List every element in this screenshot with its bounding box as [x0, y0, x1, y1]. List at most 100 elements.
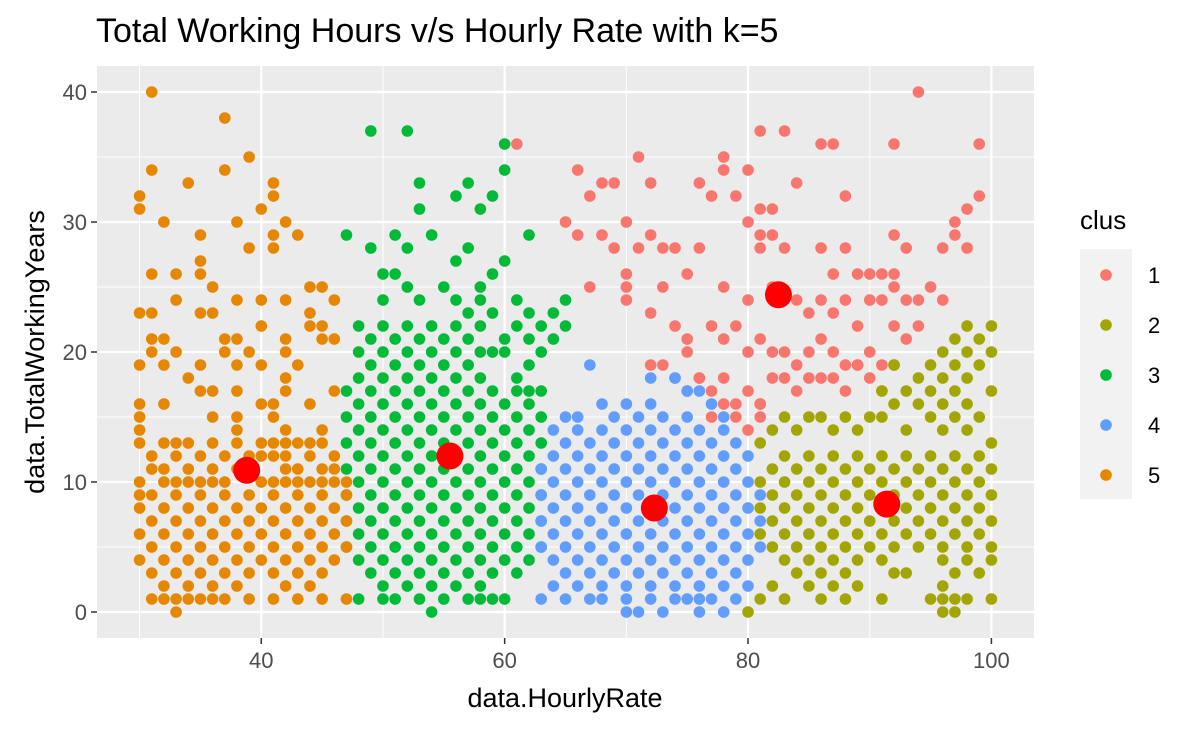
data-point — [717, 398, 730, 410]
data-point — [644, 554, 657, 566]
data-point — [961, 593, 973, 605]
data-point — [900, 567, 913, 579]
data-point — [693, 424, 706, 436]
data-point — [973, 190, 986, 202]
data-point — [304, 476, 316, 488]
data-point — [450, 424, 462, 436]
data-point — [498, 593, 511, 605]
data-point — [462, 515, 474, 527]
data-point — [462, 242, 474, 254]
data-point — [620, 528, 633, 540]
data-point — [571, 229, 584, 241]
data-point — [462, 463, 474, 475]
data-point — [523, 424, 535, 436]
data-point — [267, 567, 280, 579]
data-point — [596, 229, 608, 241]
data-point — [912, 515, 925, 527]
data-point — [778, 411, 791, 423]
data-point — [936, 580, 949, 592]
data-point — [754, 333, 767, 345]
data-point — [279, 528, 292, 540]
data-point — [389, 489, 401, 501]
data-point — [790, 463, 803, 475]
data-point — [401, 372, 414, 384]
data-point — [231, 294, 243, 306]
data-point — [815, 138, 827, 150]
data-point — [462, 411, 474, 423]
data-point — [328, 385, 341, 397]
data-point — [194, 450, 207, 462]
data-point — [559, 515, 572, 527]
data-point — [803, 580, 815, 592]
data-point — [973, 411, 986, 423]
data-point — [900, 476, 913, 488]
data-point — [279, 216, 292, 228]
y-axis-title: data.TotalWorkingYears — [20, 210, 50, 494]
data-point — [693, 476, 706, 488]
data-point — [717, 333, 730, 345]
data-point — [218, 593, 231, 605]
data-point — [949, 476, 961, 488]
data-point — [851, 502, 864, 514]
data-point — [803, 528, 815, 540]
data-point — [803, 450, 815, 462]
data-point — [364, 489, 377, 501]
data-point — [243, 567, 255, 579]
data-point — [705, 385, 718, 397]
data-point — [790, 294, 803, 306]
data-point — [279, 437, 292, 449]
data-point — [863, 268, 876, 280]
data-point — [620, 476, 633, 488]
legend: clus 1 2 3 4 5 — [1080, 205, 1160, 499]
data-point — [620, 268, 633, 280]
data-point — [486, 593, 499, 605]
data-point — [450, 320, 462, 332]
data-point — [584, 463, 596, 475]
data-point — [730, 567, 742, 579]
data-point — [364, 242, 377, 254]
data-point — [669, 502, 681, 514]
data-point — [316, 541, 328, 553]
data-point — [194, 567, 207, 579]
data-point — [985, 593, 998, 605]
data-point — [498, 502, 511, 514]
data-point — [474, 203, 487, 215]
data-point — [231, 333, 243, 345]
data-point — [900, 528, 913, 540]
data-point — [973, 502, 986, 514]
data-point — [486, 307, 499, 319]
data-point — [170, 541, 182, 553]
data-point — [803, 476, 815, 488]
data-point — [754, 229, 767, 241]
data-point — [863, 411, 876, 423]
data-point — [182, 528, 195, 540]
data-point — [693, 385, 706, 397]
data-point — [218, 346, 231, 358]
data-point — [328, 294, 341, 306]
data-point — [863, 294, 876, 306]
data-point — [279, 580, 292, 592]
data-point — [961, 203, 973, 215]
data-point — [596, 424, 608, 436]
data-point — [291, 515, 304, 527]
data-point — [596, 502, 608, 514]
data-point — [766, 489, 779, 501]
data-point — [255, 450, 268, 462]
data-point — [863, 489, 876, 501]
data-point — [681, 333, 693, 345]
data-point — [535, 437, 547, 449]
data-point — [912, 372, 925, 384]
data-point — [547, 554, 560, 566]
data-point — [985, 385, 998, 397]
legend-key — [1100, 369, 1112, 381]
data-point — [218, 476, 231, 488]
data-point — [511, 489, 523, 501]
data-point — [571, 528, 584, 540]
data-point — [243, 489, 255, 501]
data-point — [851, 424, 864, 436]
data-point — [486, 463, 499, 475]
data-point — [158, 398, 170, 410]
data-point — [523, 333, 535, 345]
data-point — [912, 320, 925, 332]
data-point — [401, 554, 414, 566]
